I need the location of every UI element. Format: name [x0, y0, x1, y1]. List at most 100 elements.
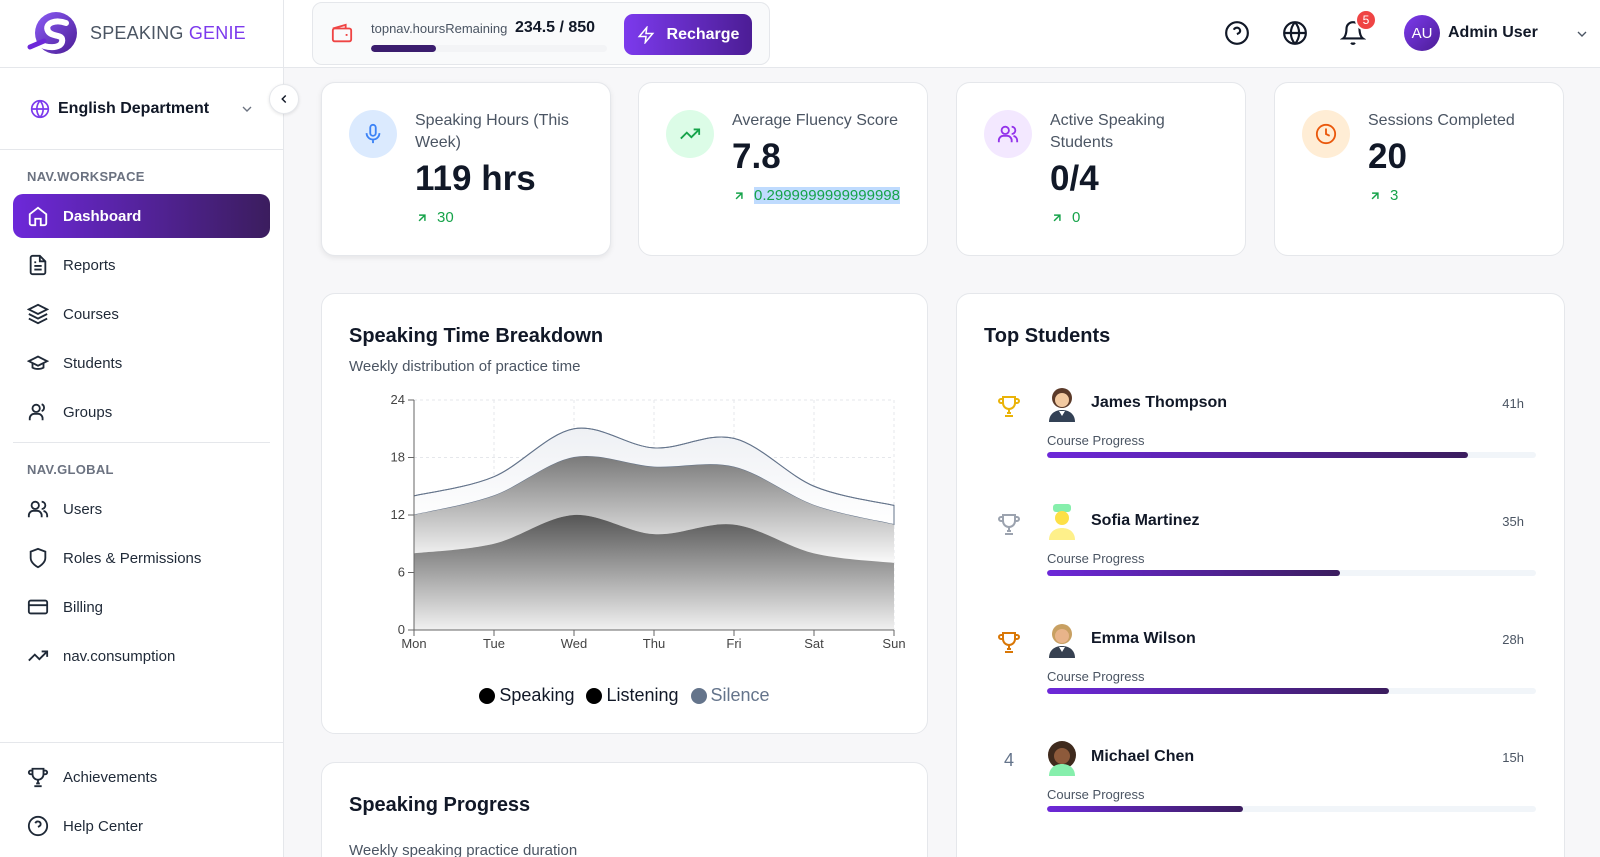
rank-number: 4: [1003, 749, 1014, 770]
trophy-gold-icon: [998, 396, 1020, 417]
x-tick-label: Sun: [882, 636, 905, 651]
lightning-icon: [637, 25, 654, 44]
sidebar-item-label: Reports: [63, 256, 116, 274]
stat-value: 0/4: [1050, 159, 1099, 198]
sidebar-item-label: Achievements: [63, 768, 158, 786]
stat-label: Sessions Completed: [1368, 112, 1515, 129]
stat-card-active-students[interactable]: Active Speaking Students 0/4 0: [956, 82, 1246, 256]
student-hours: 28h: [1502, 632, 1524, 647]
list-item[interactable]: Sofia Martinez 35h Course Progress: [985, 502, 1536, 602]
student-hours: 15h: [1502, 750, 1524, 765]
avatar[interactable]: AU: [1404, 15, 1440, 51]
list-item[interactable]: 4 Michael Chen 15h Course Progress: [985, 738, 1536, 838]
stat-icon-wrap: [666, 110, 714, 158]
top-students-card: Top Students James Thompson 41h Course P…: [956, 293, 1565, 857]
list-item[interactable]: Emma Wilson 28h Course Progress: [985, 620, 1536, 720]
sidebar-item-users[interactable]: Users: [13, 487, 270, 531]
student-name: Sofia Martinez: [1091, 512, 1200, 529]
trophy-icon: [27, 767, 49, 788]
card-title: Top Students: [984, 325, 1111, 347]
logo-icon: [27, 11, 77, 54]
legend-item-silence[interactable]: Silence: [690, 685, 770, 706]
help-circle-icon: [27, 815, 49, 837]
chevron-down-icon[interactable]: [1574, 26, 1590, 42]
sidebar-item-roles[interactable]: Roles & Permissions: [13, 536, 270, 580]
collapse-sidebar-button[interactable]: [269, 84, 299, 114]
shield-icon: [29, 547, 47, 569]
global-heading: NAV.GLOBAL: [27, 462, 114, 477]
sidebar-item-dashboard[interactable]: Dashboard: [13, 194, 270, 238]
stat-card-speaking-hours[interactable]: Speaking Hours (This Week) 119 hrs 30: [321, 82, 611, 256]
stat-label: Average Fluency Score: [732, 112, 899, 129]
stat-icon-wrap: [984, 110, 1032, 158]
sidebar-item-students[interactable]: Students: [13, 341, 270, 385]
stat-card-fluency[interactable]: Average Fluency Score 7.8 0.299999999999…: [638, 82, 928, 256]
arrow-up-right-icon: [1053, 213, 1061, 221]
progress-label: Course Progress: [1047, 787, 1145, 802]
card-title: Speaking Progress: [349, 794, 531, 816]
speaking-time-breakdown-card: Speaking Time Breakdown Weekly distribut…: [321, 293, 928, 734]
card-subtitle: Weekly distribution of practice time: [349, 358, 581, 375]
global-nav: NAV.GLOBAL Users Roles & Permissions Bil…: [0, 443, 283, 678]
arrow-up-right-icon: [735, 191, 743, 199]
list-item[interactable]: James Thompson 41h Course Progress: [985, 384, 1536, 484]
credit-card-icon: [27, 599, 49, 615]
recharge-button[interactable]: Recharge: [624, 14, 752, 55]
progress-fill: [1047, 688, 1390, 694]
hours-remaining-label: topnav.hoursRemaining: [371, 21, 508, 36]
bell-icon[interactable]: [1340, 20, 1366, 46]
avatar: [1049, 388, 1075, 422]
home-icon: [28, 206, 48, 227]
stat-delta-value: 0.2999999999999998: [754, 187, 900, 204]
sidebar-item-label: Users: [63, 500, 103, 518]
trending-up-icon: [680, 128, 701, 140]
sidebar-item-consumption[interactable]: nav.consumption: [13, 634, 270, 678]
stat-value: 7.8: [732, 137, 781, 176]
user-name[interactable]: Admin User: [1448, 24, 1538, 41]
rank-badge: [995, 392, 1023, 420]
trophy-bronze-icon: [998, 632, 1020, 653]
stat-card-sessions[interactable]: Sessions Completed 20 3: [1274, 82, 1564, 256]
student-name: James Thompson: [1091, 394, 1228, 411]
sidebar-item-courses[interactable]: Courses: [13, 292, 270, 336]
sidebar-item-help[interactable]: Help Center: [13, 804, 270, 848]
legend-item-speaking[interactable]: Speaking: [479, 685, 574, 706]
language-globe-icon[interactable]: [1282, 20, 1308, 46]
chart-legend: Speaking Listening Silence: [322, 685, 927, 706]
stat-icon-wrap: [1302, 110, 1350, 158]
nav-divider: [13, 442, 270, 443]
progress-bar: [1047, 452, 1536, 458]
hours-progress-fill: [371, 45, 437, 52]
department-selector[interactable]: English Department: [0, 68, 299, 150]
legend-label: Listening: [606, 685, 679, 705]
student-hours: 41h: [1502, 396, 1524, 411]
user-group-icon: [27, 500, 49, 518]
stat-label: Active Speaking Students: [1050, 112, 1165, 151]
brand-name: SPEAKING GENIE: [90, 23, 246, 43]
sidebar-item-label: Dashboard: [63, 207, 142, 225]
file-text-icon: [29, 254, 47, 276]
stat-value: 20: [1368, 137, 1407, 176]
sidebar-item-reports[interactable]: Reports: [13, 243, 270, 287]
help-icon[interactable]: [1224, 20, 1250, 46]
recharge-label: Recharge: [666, 25, 740, 43]
department-label: English Department: [58, 99, 210, 117]
legend-dot: [479, 687, 496, 704]
progress-bar: [1047, 570, 1536, 576]
sidebar-item-achievements[interactable]: Achievements: [13, 755, 270, 799]
x-tick-label: Tue: [483, 636, 505, 651]
layers-icon: [27, 303, 49, 325]
rank-badge: [995, 628, 1023, 656]
brand-logo[interactable]: SPEAKING GENIE: [0, 0, 283, 68]
stat-delta: 3: [1368, 187, 1398, 204]
series-listening-area: [414, 456, 894, 563]
clock-icon: [1315, 123, 1337, 145]
legend-item-listening[interactable]: Listening: [586, 685, 679, 706]
users-icon: [28, 403, 45, 421]
sidebar-item-label: Groups: [63, 403, 113, 421]
sidebar-item-billing[interactable]: Billing: [13, 585, 270, 629]
stat-icon-wrap: [349, 110, 397, 158]
series-speaking-area: [414, 514, 894, 630]
sidebar-item-groups[interactable]: Groups: [13, 390, 270, 434]
stat-delta-value: 0: [1072, 209, 1081, 226]
